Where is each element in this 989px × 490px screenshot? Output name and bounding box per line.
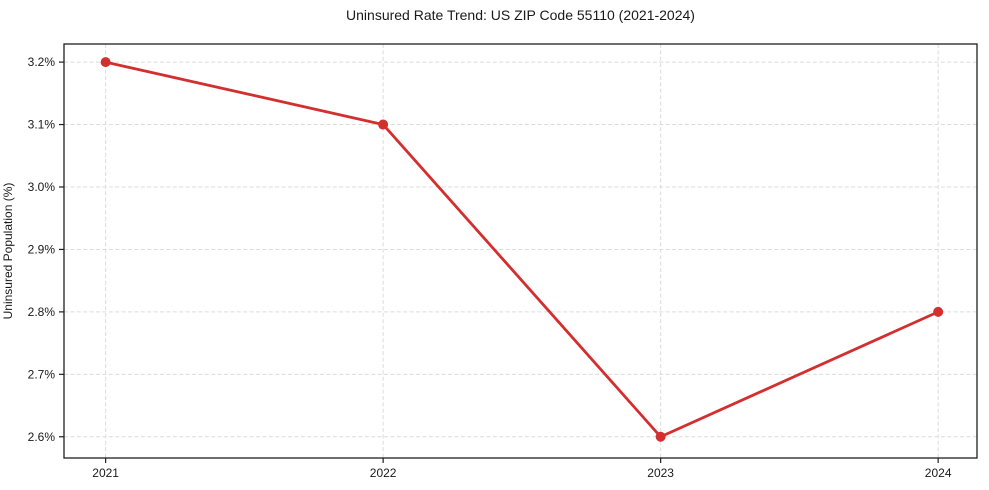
y-tick-label: 2.9% — [28, 242, 56, 256]
data-point-marker — [378, 119, 389, 130]
y-tick-label: 3.1% — [28, 118, 56, 132]
y-tick-label: 2.6% — [28, 430, 56, 444]
y-tick-label: 2.7% — [28, 367, 56, 381]
trend-line — [104, 60, 940, 439]
x-tick-label: 2023 — [647, 466, 674, 480]
x-tick-label: 2021 — [92, 466, 119, 480]
y-tick-label: 3.2% — [28, 55, 56, 69]
x-tick-label: 2024 — [925, 466, 952, 480]
axes-layer: 2.6% 2.7% 2.8% 2.9% 3.0% 3.1% 3.2% 2021 2022 2023… — [28, 43, 978, 480]
data-point-marker — [933, 306, 944, 317]
data-point-marker — [655, 431, 666, 442]
series-layer — [100, 57, 944, 442]
grid-layer — [64, 44, 977, 458]
chart-title: Uninsured Rate Trend: US ZIP Code 55110 … — [346, 7, 695, 23]
y-tick-label: 2.8% — [28, 305, 56, 319]
data-point-marker — [100, 57, 111, 68]
x-tick-label: 2022 — [370, 466, 397, 480]
y-tick-label: 3.0% — [28, 180, 56, 194]
plot-frame — [63, 43, 978, 459]
